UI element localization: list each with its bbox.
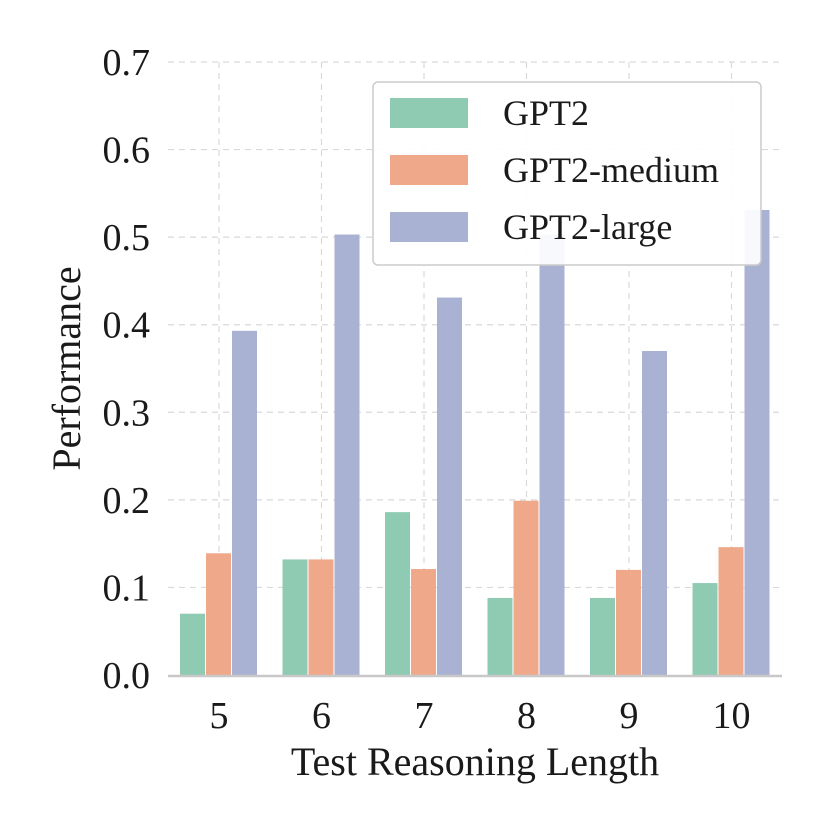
x-tick-label: 8	[517, 695, 536, 737]
y-tick-label: 0.5	[103, 217, 151, 259]
x-tick-label: 6	[312, 695, 331, 737]
bars	[180, 209, 770, 675]
axes: 0.0 0.1 0.2 0.3 0.4 0.5 0.6 0.7 5 6 7 8 9 10	[103, 42, 782, 737]
bar-gpt2-7	[385, 512, 410, 675]
y-tick-label: 0.7	[103, 42, 151, 84]
bar-gpt2-large-8	[539, 234, 565, 675]
legend-swatch-gpt2-medium	[390, 155, 468, 185]
bar-gpt2-medium-9	[616, 569, 641, 675]
legend: GPT2 GPT2-medium GPT2-large	[372, 81, 762, 266]
bar-gpt2-6	[282, 559, 308, 675]
y-tick-label: 0.6	[103, 130, 151, 172]
bar-gpt2-large-6	[334, 234, 360, 675]
legend-swatch-gpt2	[390, 98, 468, 128]
y-axis-title: Performance	[44, 266, 89, 470]
bar-gpt2-large-7	[437, 297, 462, 675]
x-axis-title: Test Reasoning Length	[291, 739, 659, 784]
bar-gpt2-large-10	[744, 209, 770, 675]
x-tick-label: 10	[713, 695, 751, 737]
legend-label: GPT2-large	[503, 207, 672, 247]
bar-gpt2-9	[590, 597, 615, 675]
bar-gpt2-medium-10	[718, 547, 744, 675]
legend-swatch-gpt2-large	[390, 212, 468, 242]
legend-label: GPT2-medium	[503, 150, 719, 190]
y-tick-label: 0.3	[103, 392, 151, 434]
bar-gpt2-medium-8	[513, 500, 539, 675]
x-tick-label: 9	[620, 695, 639, 737]
legend-label: GPT2	[503, 93, 589, 133]
y-tick-label: 0.0	[103, 655, 151, 697]
bar-gpt2-medium-5	[206, 553, 231, 675]
bar-gpt2-large-9	[642, 350, 667, 675]
y-tick-label: 0.2	[103, 480, 151, 522]
y-tick-label: 0.4	[103, 305, 151, 347]
bar-gpt2-medium-6	[308, 559, 334, 675]
bar-gpt2-8	[487, 597, 513, 675]
legend-box	[372, 81, 762, 266]
x-tick-label: 5	[210, 695, 229, 737]
bar-gpt2-large-5	[232, 330, 257, 675]
bar-gpt2-10	[692, 583, 718, 675]
y-tick-label: 0.1	[103, 567, 151, 609]
bar-gpt2-medium-7	[411, 569, 436, 675]
bar-gpt2-5	[180, 613, 205, 675]
x-tick-label: 7	[415, 695, 434, 737]
